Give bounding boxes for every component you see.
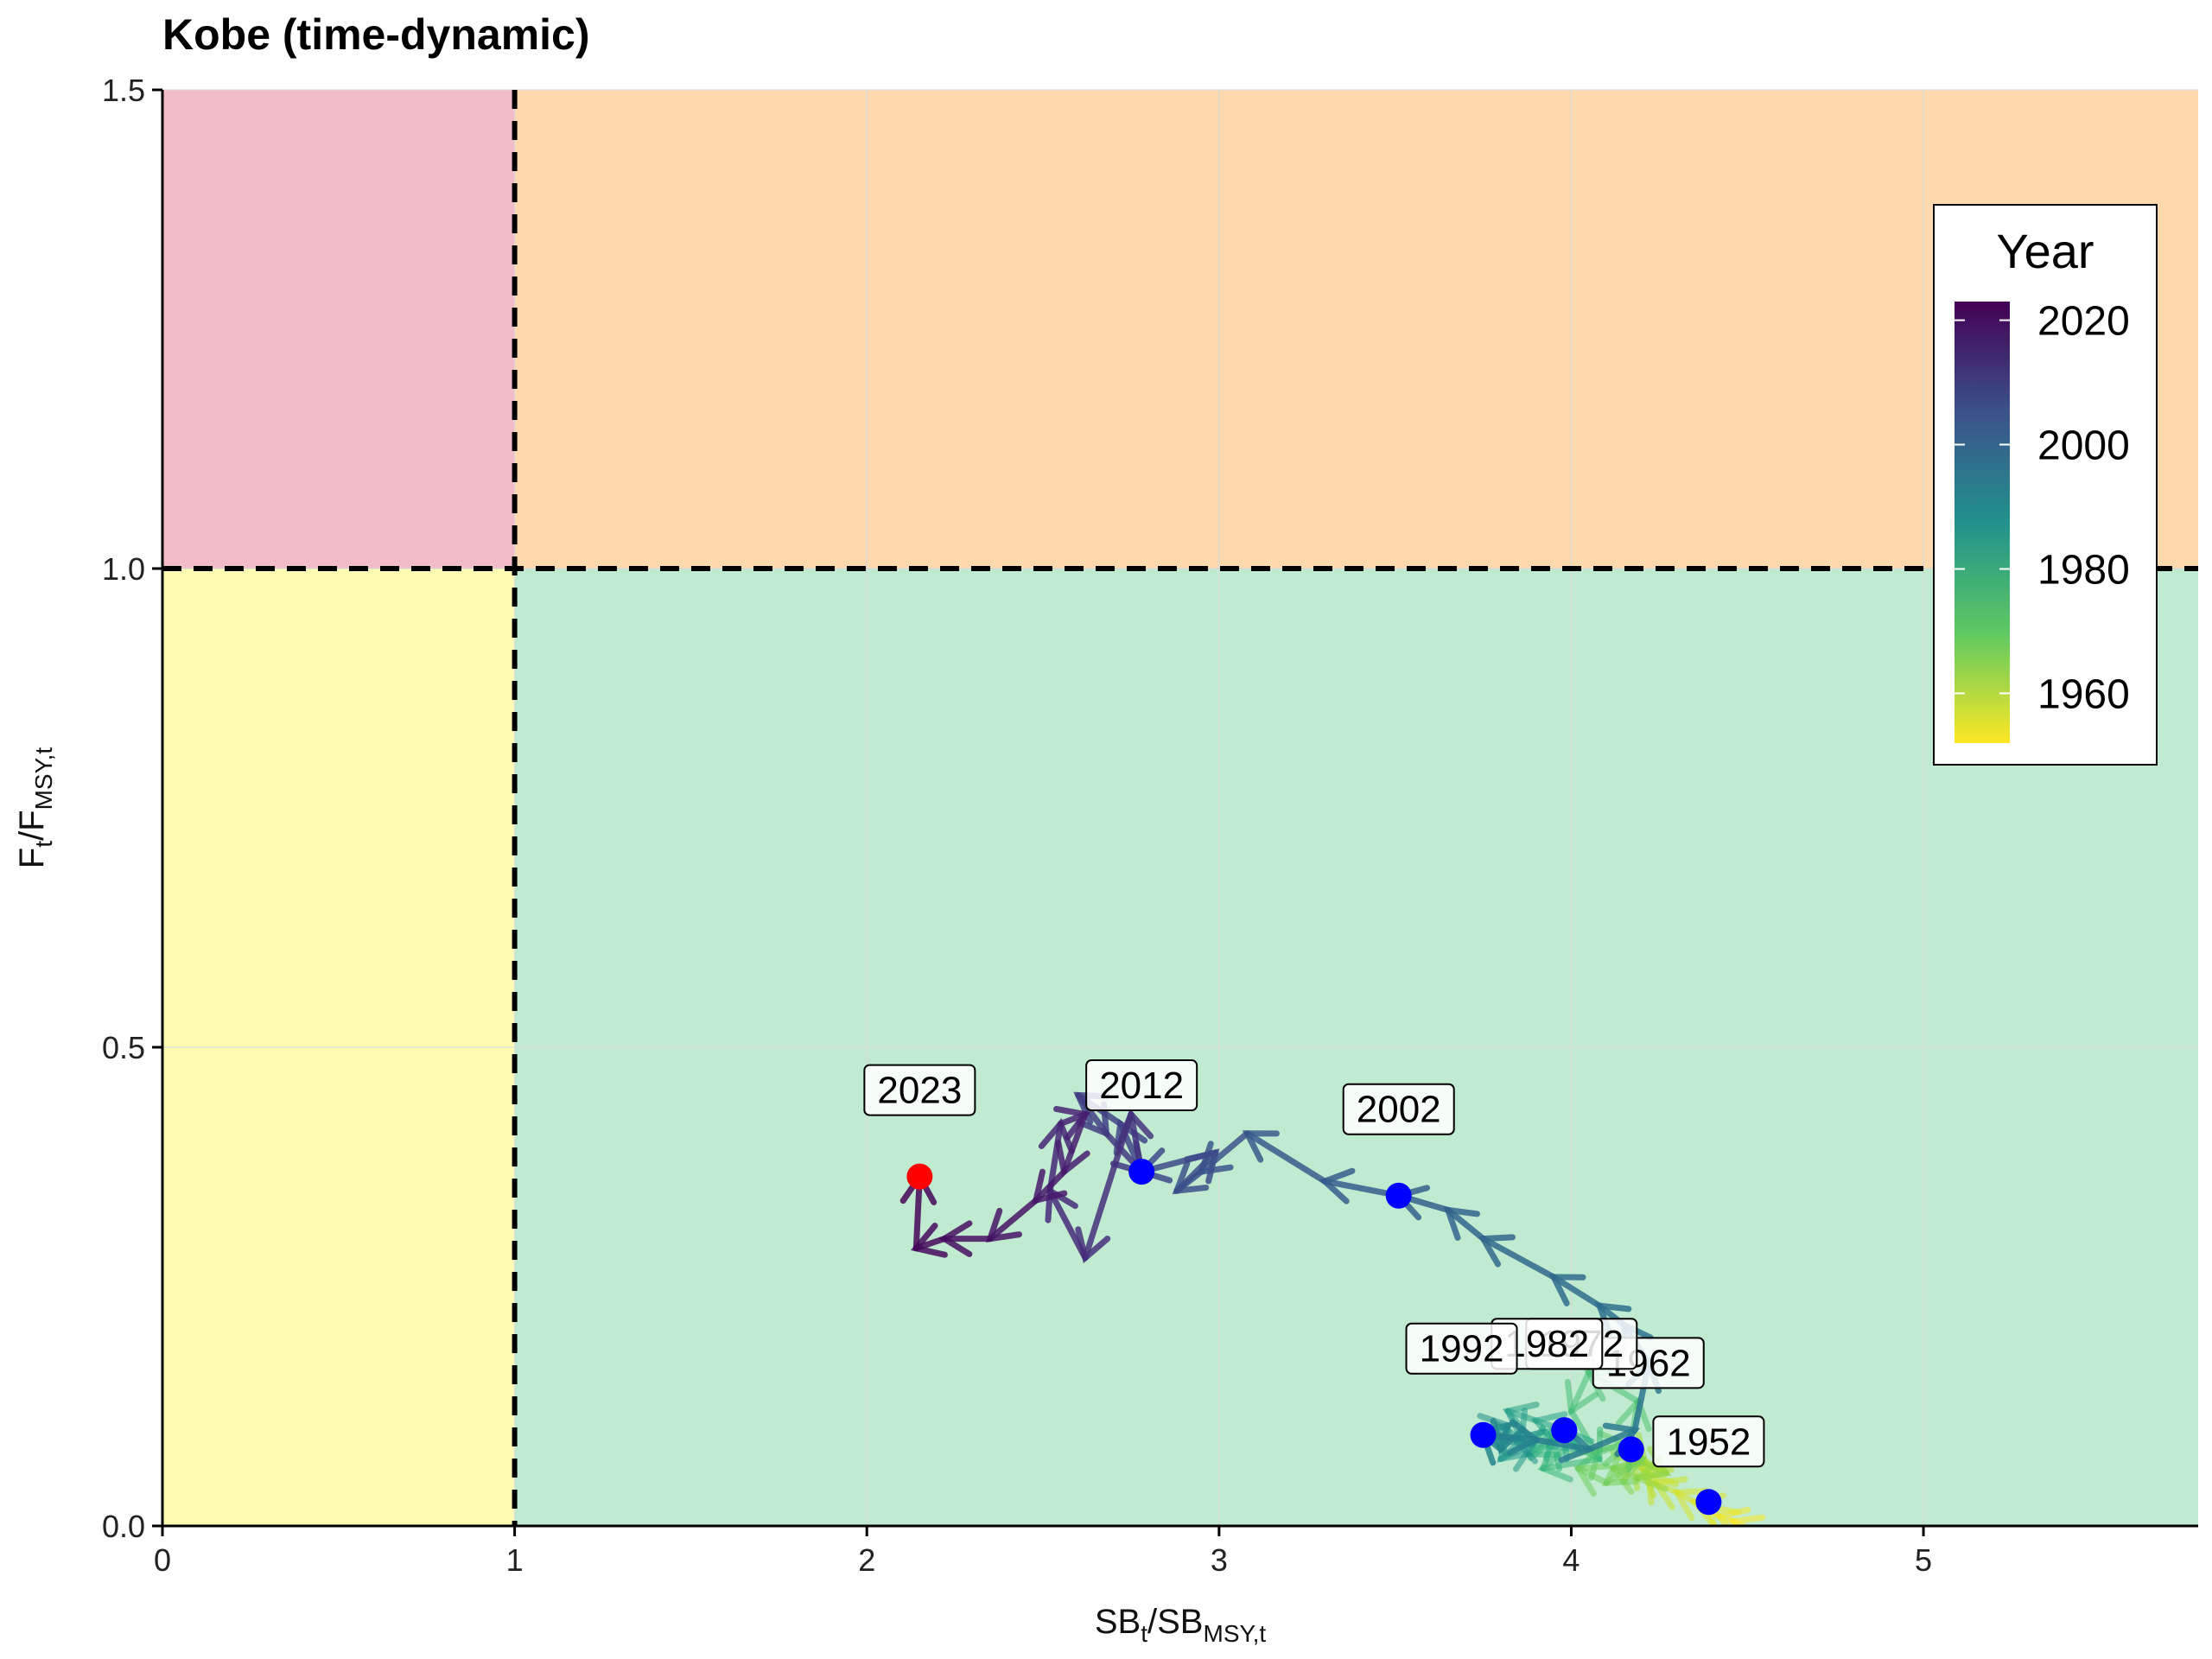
color-legend: Year 2020 2000 1980 1960 — [1933, 204, 2158, 766]
terminal-year-point — [906, 1163, 933, 1190]
year-label-1992: 1992 — [1420, 1328, 1504, 1370]
trajectory-segment — [1480, 1236, 1557, 1281]
legend-title: Year — [1996, 224, 2094, 278]
trajectory-segment — [1567, 1370, 1592, 1414]
trajectory-segment — [1243, 1130, 1328, 1185]
y-tick-label: 0.0 — [102, 1509, 145, 1544]
x-axis-ticks: 0 1 2 3 4 5 — [154, 1526, 1932, 1578]
year-label-box — [863, 1064, 976, 1116]
year-label-box — [1405, 1322, 1518, 1375]
zone-overfishing — [514, 90, 2198, 569]
year-point — [1551, 1417, 1578, 1444]
year-point — [1128, 1159, 1155, 1185]
trajectory-segment — [1586, 1427, 1638, 1452]
x-tick-label: 0 — [154, 1542, 171, 1578]
legend-tick-label: 2000 — [2037, 423, 2130, 469]
y-tick-label: 1.5 — [102, 73, 145, 108]
trajectory-segment — [1540, 1455, 1603, 1472]
year-label-2012: 2012 — [1099, 1065, 1184, 1107]
year-point — [1385, 1182, 1412, 1209]
trajectory-segment — [1533, 1436, 1592, 1452]
x-tick-label: 5 — [1915, 1542, 1932, 1578]
year-label-2023: 2023 — [877, 1070, 962, 1112]
x-tick-label: 1 — [506, 1542, 524, 1578]
year-label-2002: 2002 — [1357, 1089, 1441, 1131]
trajectory-segment — [1173, 1149, 1219, 1194]
trajectory-segment — [1082, 1111, 1135, 1262]
year-label-1982: 1982 — [1504, 1323, 1589, 1365]
trajectory-segment — [1046, 1187, 1089, 1262]
legend-tick-label: 1980 — [2037, 547, 2130, 593]
trajectory-segment — [1567, 1408, 1603, 1462]
y-tick-label: 0.5 — [102, 1030, 145, 1065]
legend-colorbar — [1955, 302, 2010, 743]
legend-ticks: 2020 2000 1980 1960 — [1955, 299, 2130, 717]
year-point — [1470, 1421, 1497, 1448]
x-tick-label: 2 — [858, 1542, 875, 1578]
year-label-1952: 1952 — [1666, 1421, 1751, 1463]
year-label-box — [1342, 1083, 1455, 1135]
trajectory-segment — [1198, 1130, 1250, 1175]
x-tick-label: 3 — [1211, 1542, 1228, 1578]
y-tick-label: 1.0 — [102, 551, 145, 587]
trajectory-segment — [1060, 1111, 1089, 1175]
trajectory-segment — [1445, 1206, 1487, 1243]
legend-tick-label: 1960 — [2037, 671, 2130, 717]
trajectory-segment — [1603, 1455, 1645, 1486]
trajectory-segment — [987, 1197, 1039, 1243]
legend-tick-label: 2020 — [2037, 299, 2130, 345]
x-tick-label: 4 — [1562, 1542, 1580, 1578]
year-point — [1618, 1436, 1644, 1463]
x-axis-title: SBt/SBMSY,t — [1095, 1603, 1266, 1647]
reference-lines — [162, 90, 2198, 1526]
labeled-year-points — [906, 1159, 1722, 1516]
y-axis-ticks: 0.0 0.5 1.0 1.5 — [102, 73, 162, 1544]
trajectory-segment — [1550, 1274, 1603, 1309]
year-label-box — [1652, 1415, 1765, 1468]
year-point — [1695, 1489, 1722, 1516]
trajectory-segment — [1033, 1168, 1067, 1204]
chart-title: Kobe (time-dynamic) — [162, 10, 590, 59]
zone-overfished-overfishing — [162, 90, 515, 569]
trajectory-segment — [1046, 1121, 1064, 1194]
year-labels: 19521962197219821992200220122023 — [863, 1059, 1765, 1468]
trajectory-segment — [1075, 1091, 1109, 1137]
y-axis-title: Ft/FMSY,t — [13, 747, 57, 869]
kobe-zones — [162, 90, 2198, 1526]
year-label-box — [1085, 1059, 1198, 1112]
